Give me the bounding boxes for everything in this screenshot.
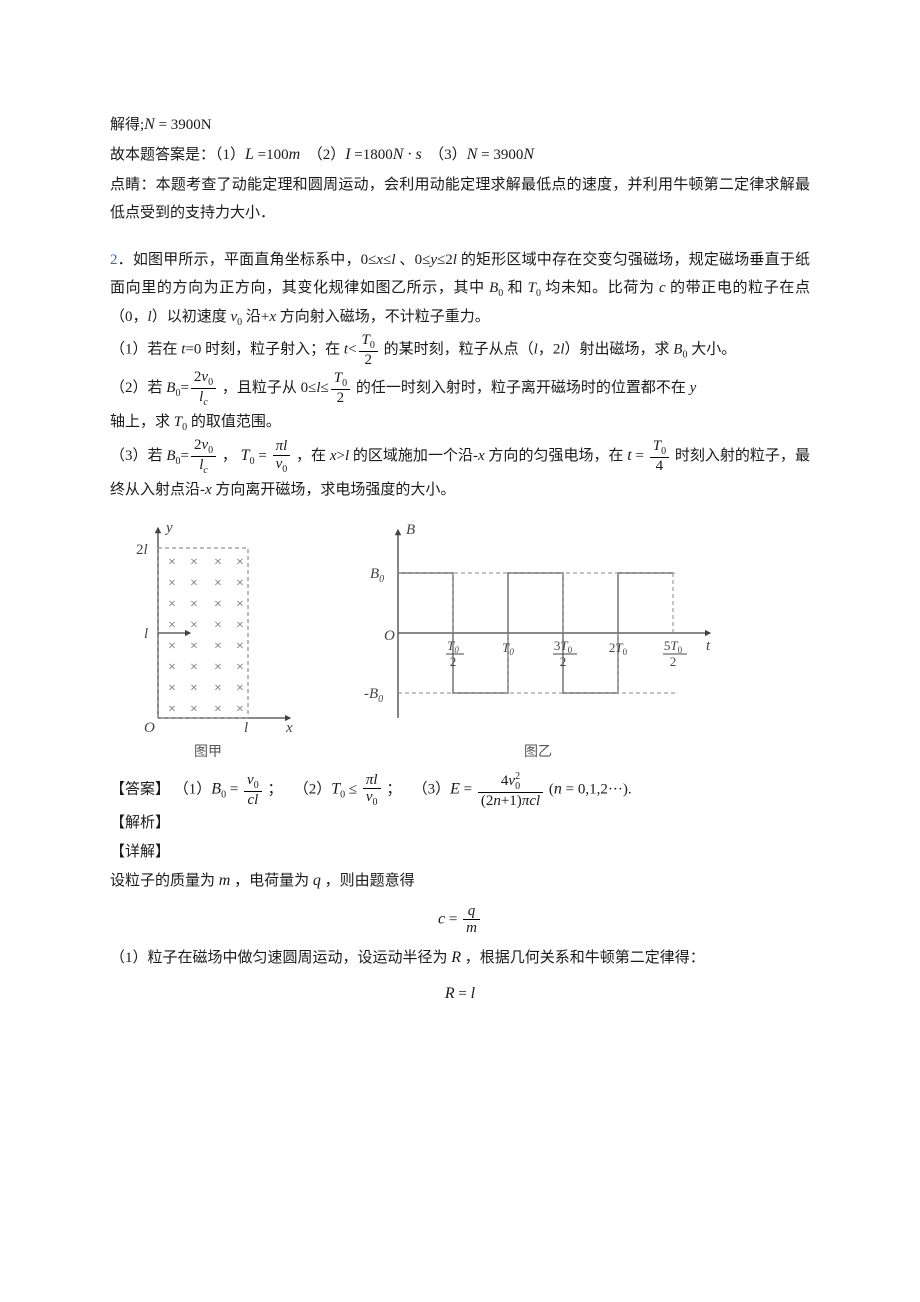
- figure-jia: ×××× ×××× ×××× ×××× ×××× ×××× ×××× ×××× …: [118, 518, 298, 767]
- eq-R-l: R = l: [110, 979, 810, 1009]
- svg-text:3T0: 3T0: [554, 638, 573, 655]
- line-final-answers: 故本题答案是：（1）L =100m （2）I =1800N · s （3）N =…: [110, 140, 810, 170]
- svg-text:×: ×: [190, 681, 198, 696]
- frac-pil-v0: πlv0: [273, 438, 291, 475]
- svg-text:×: ×: [168, 660, 176, 675]
- svg-text:t: t: [706, 638, 711, 654]
- svg-text:O: O: [384, 628, 395, 644]
- frac-2v0-lc2: 2v0lc: [191, 437, 216, 476]
- svg-text:×: ×: [236, 702, 244, 717]
- svg-text:×: ×: [190, 597, 198, 612]
- svg-text:B0: B0: [370, 566, 384, 585]
- svg-text:×: ×: [190, 660, 198, 675]
- figure-row: ×××× ×××× ×××× ×××× ×××× ×××× ×××× ×××× …: [118, 518, 810, 767]
- lbl: 故本题答案是：（1）: [110, 147, 245, 163]
- caption-jia: 图甲: [118, 740, 298, 767]
- svg-text:×: ×: [214, 639, 222, 654]
- answer-block: 【答案】 （1）B0 = v0cl ； （2）T0 ≤ πlv0 ； （3）E …: [110, 771, 810, 810]
- svg-text:×: ×: [168, 555, 176, 570]
- frac-v0-cl: v0cl: [244, 772, 262, 809]
- q2-sub3: （3）若 B0=2v0lc ， T0 = πlv0 ，在 x>l 的区域施加一个…: [110, 437, 810, 505]
- heading-jiexi: 【解析】: [110, 809, 810, 838]
- svg-text:×: ×: [168, 639, 176, 654]
- frac-E: 4v20(2n+1)πcl: [478, 771, 543, 810]
- svg-text:2l: 2l: [136, 542, 148, 558]
- line-solve: 解得;N = 3900N: [110, 110, 810, 140]
- txt: 解得;: [110, 117, 144, 133]
- q2-stem: 2．如图甲所示，平面直角坐标系中，0≤x≤l 、0≤y≤2l 的矩形区域中存在交…: [110, 246, 810, 333]
- answer-label: 【答案】: [110, 782, 170, 798]
- svg-text:B: B: [406, 522, 415, 538]
- svg-text:×: ×: [214, 681, 222, 696]
- q2-sub2: （2）若 B0=2v0lc ，且粒子从 0≤l≤T02 的任一时刻入射时，粒子离…: [110, 369, 810, 437]
- svg-text:×: ×: [236, 618, 244, 633]
- svg-text:×: ×: [214, 597, 222, 612]
- svg-text:×: ×: [190, 639, 198, 654]
- svg-text:×: ×: [214, 576, 222, 591]
- svg-text:×: ×: [168, 576, 176, 591]
- svg-text:×: ×: [236, 597, 244, 612]
- svg-text:T0: T0: [447, 638, 459, 655]
- expl-line2: （1）粒子在磁场中做匀速圆周运动，设运动半径为 R ，根据几何关系和牛顿第二定律…: [110, 943, 810, 973]
- svg-text:T0: T0: [502, 640, 514, 657]
- heading-xiangjie: 【详解】: [110, 838, 810, 867]
- svg-text:×: ×: [190, 618, 198, 633]
- svg-text:2: 2: [560, 654, 567, 669]
- svg-text:×: ×: [214, 702, 222, 717]
- svg-text:2: 2: [670, 654, 677, 669]
- svg-text:5T0: 5T0: [664, 638, 683, 655]
- svg-text:×: ×: [168, 597, 176, 612]
- svg-text:×: ×: [236, 576, 244, 591]
- svg-text:×: ×: [168, 618, 176, 633]
- svg-text:×: ×: [236, 681, 244, 696]
- val: = 3900N: [155, 117, 212, 133]
- svg-text:×: ×: [236, 660, 244, 675]
- frac-T0-2: T02: [359, 332, 378, 369]
- svg-text:×: ×: [214, 618, 222, 633]
- qnum: 2: [110, 252, 118, 268]
- svg-text:×: ×: [214, 555, 222, 570]
- svg-text:×: ×: [214, 660, 222, 675]
- svg-text:×: ×: [236, 639, 244, 654]
- caption-yi: 图乙: [348, 740, 728, 767]
- svg-text:×: ×: [168, 681, 176, 696]
- frac-pil-v0-ans: πlv0: [363, 772, 381, 809]
- frac-2v0-lc: 2v0lc: [191, 369, 216, 408]
- svg-text:O: O: [144, 720, 155, 736]
- svg-text:×: ×: [190, 555, 198, 570]
- svg-text:×: ×: [236, 555, 244, 570]
- figure-yi: B t O B0 -B0 T0 2 T0 3T0: [348, 518, 728, 767]
- svg-text:×: ×: [190, 576, 198, 591]
- eq-c-q-m: c = qm: [110, 903, 810, 937]
- axis-y-label: y: [164, 520, 173, 536]
- svg-text:2: 2: [450, 654, 457, 669]
- var: N: [144, 116, 155, 133]
- frac-T0-2b: T02: [331, 370, 350, 407]
- svg-text:l: l: [244, 720, 248, 736]
- svg-text:2T0: 2T0: [609, 640, 628, 657]
- frac-T0-4: T04: [650, 438, 669, 475]
- q2-sub1: （1）若在 t=0 时刻，粒子射入；在 t<T02 的某时刻，粒子从点（l，2l…: [110, 332, 810, 369]
- svg-text:l: l: [144, 626, 148, 642]
- axis-x-label: x: [285, 720, 293, 736]
- expl-line1: 设粒子的质量为 m ，电荷量为 q ，则由题意得: [110, 866, 810, 896]
- svg-text:×: ×: [190, 702, 198, 717]
- line-comment: 点睛：本题考查了动能定理和圆周运动，会利用动能定理求解最低点的速度，并利用牛顿第…: [110, 171, 810, 228]
- svg-text:-B0: -B0: [364, 686, 383, 705]
- svg-text:×: ×: [168, 702, 176, 717]
